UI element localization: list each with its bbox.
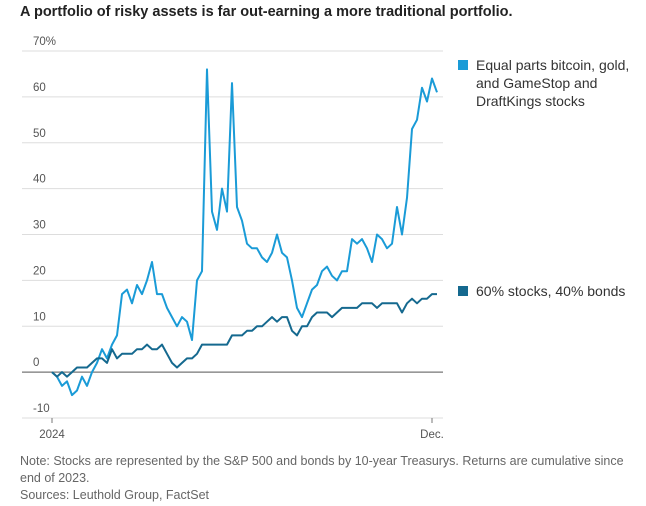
y-tick-label: 20	[33, 265, 46, 277]
y-tick-label: 40	[33, 174, 46, 186]
legend-label: Equal parts bitcoin, gold, and GameStop …	[476, 57, 630, 109]
legend-swatch	[458, 286, 468, 296]
x-tick-label: Dec.	[420, 429, 444, 441]
y-tick-label: 50	[33, 128, 46, 140]
y-tick-label: 30	[33, 220, 46, 232]
y-tick-label: 10	[33, 311, 46, 323]
series-line	[51, 68, 438, 397]
y-tick-label: 0	[33, 357, 39, 369]
x-tick-label: 2024	[39, 429, 65, 441]
legend-item: 60% stocks, 40% bonds	[458, 282, 646, 300]
legend-label: 60% stocks, 40% bonds	[476, 283, 626, 299]
y-tick-label: 60	[33, 82, 46, 94]
source: Sources: Leuthold Group, FactSet	[20, 488, 209, 502]
chart-title: A portfolio of risky assets is far out-e…	[20, 4, 513, 20]
note: Note: Stocks are represented by the S&P …	[20, 454, 624, 485]
notes: Note: Stocks are represented by the S&P …	[20, 453, 630, 504]
legend-item: Equal parts bitcoin, gold, and GameStop …	[458, 56, 646, 110]
legend-swatch	[458, 60, 468, 70]
series-line	[51, 293, 437, 378]
y-tick-label: -10	[33, 403, 50, 415]
y-tick-label: 70%	[33, 36, 56, 48]
